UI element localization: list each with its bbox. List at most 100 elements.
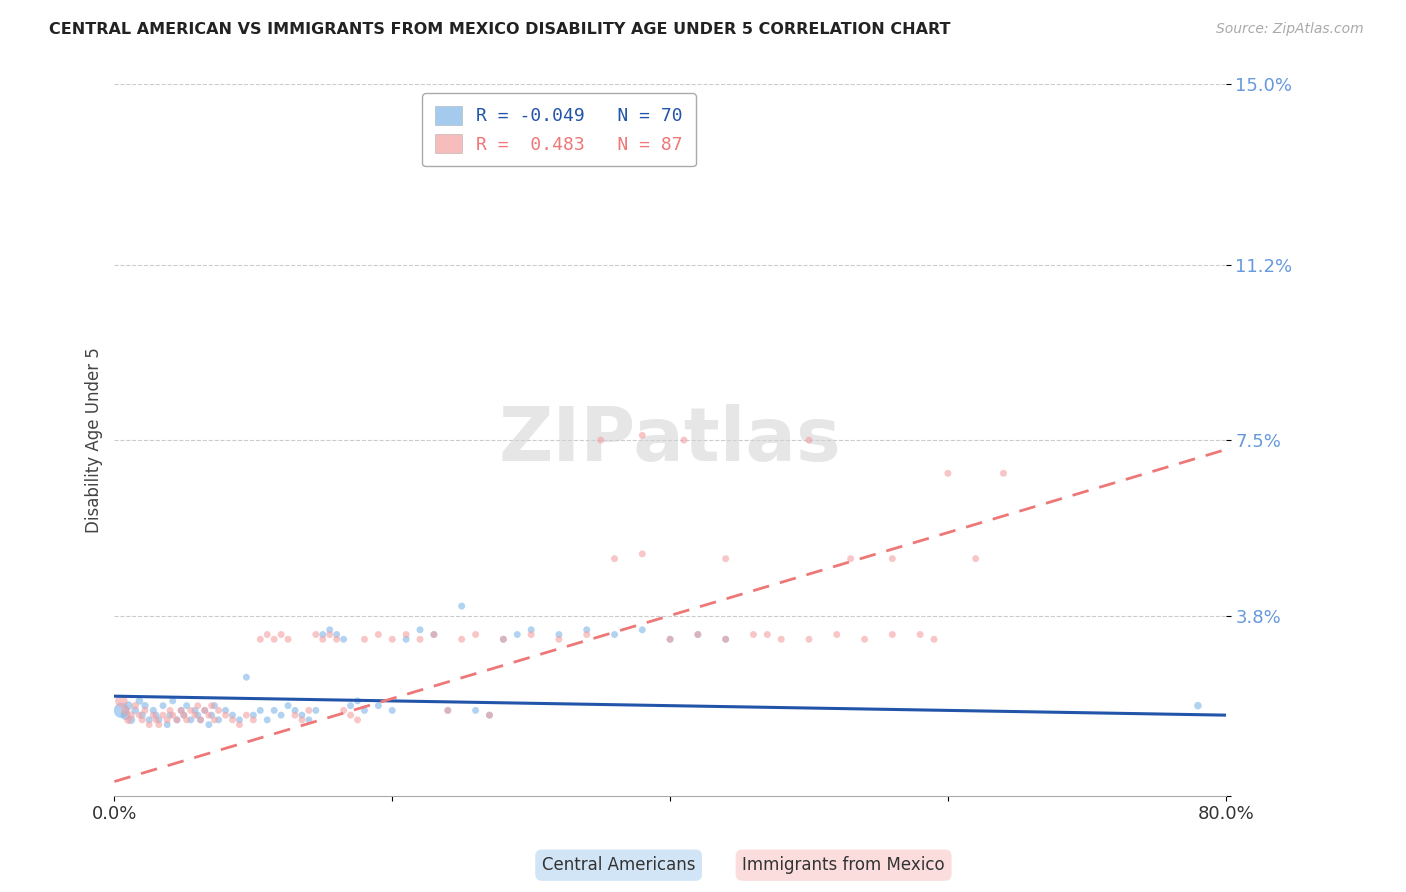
Point: [714, 551, 737, 566]
Point: [742, 627, 765, 641]
Point: [176, 713, 198, 727]
Y-axis label: Disability Age Under 5: Disability Age Under 5: [86, 347, 103, 533]
Point: [409, 632, 432, 647]
Point: [152, 708, 174, 723]
Point: [305, 627, 328, 641]
Point: [659, 632, 682, 647]
Point: [242, 713, 264, 727]
Point: [603, 551, 626, 566]
Text: ZIPatlas: ZIPatlas: [499, 403, 841, 476]
Text: CENTRAL AMERICAN VS IMMIGRANTS FROM MEXICO DISABILITY AGE UNDER 5 CORRELATION CH: CENTRAL AMERICAN VS IMMIGRANTS FROM MEXI…: [49, 22, 950, 37]
Point: [672, 433, 695, 447]
Point: [156, 717, 179, 731]
Point: [993, 467, 1015, 481]
Point: [714, 632, 737, 647]
Point: [256, 713, 278, 727]
Point: [201, 698, 224, 713]
Point: [298, 713, 321, 727]
Point: [332, 703, 354, 717]
Point: [180, 713, 202, 727]
Point: [367, 627, 389, 641]
Point: [221, 713, 243, 727]
Point: [114, 703, 136, 717]
Point: [249, 632, 271, 647]
Point: [207, 713, 229, 727]
Point: [965, 551, 987, 566]
Point: [270, 627, 292, 641]
Point: [142, 708, 165, 723]
Point: [176, 698, 198, 713]
Point: [204, 698, 226, 713]
Point: [353, 703, 375, 717]
Point: [110, 703, 132, 717]
Point: [936, 467, 959, 481]
Point: [409, 623, 432, 637]
Point: [686, 627, 709, 641]
Point: [170, 703, 193, 717]
Point: [770, 632, 793, 647]
Point: [134, 703, 156, 717]
Point: [194, 703, 217, 717]
Point: [367, 698, 389, 713]
Point: [263, 632, 285, 647]
Point: [839, 551, 862, 566]
Point: [520, 623, 543, 637]
Point: [117, 713, 139, 727]
Point: [520, 627, 543, 641]
Point: [277, 632, 299, 647]
Point: [714, 632, 737, 647]
Point: [332, 632, 354, 647]
Point: [589, 433, 612, 447]
Point: [152, 698, 174, 713]
Point: [131, 708, 153, 723]
Point: [128, 694, 150, 708]
Point: [117, 698, 139, 713]
Point: [492, 632, 515, 647]
Point: [131, 713, 153, 727]
Point: [381, 703, 404, 717]
Point: [120, 713, 142, 727]
Point: [228, 717, 250, 731]
Point: [603, 627, 626, 641]
Point: [325, 632, 347, 647]
Point: [631, 428, 654, 442]
Point: [423, 627, 446, 641]
Text: Central Americans: Central Americans: [541, 856, 696, 874]
Point: [464, 703, 486, 717]
Point: [631, 623, 654, 637]
Point: [270, 708, 292, 723]
Point: [190, 713, 212, 727]
Point: [138, 717, 160, 731]
Legend: R = -0.049   N = 70, R =  0.483   N = 87: R = -0.049 N = 70, R = 0.483 N = 87: [422, 94, 696, 167]
Point: [228, 713, 250, 727]
Point: [249, 703, 271, 717]
Point: [381, 632, 404, 647]
Point: [166, 713, 188, 727]
Point: [138, 713, 160, 727]
Point: [395, 627, 418, 641]
Point: [162, 694, 184, 708]
Point: [395, 632, 418, 647]
Text: Source: ZipAtlas.com: Source: ZipAtlas.com: [1216, 22, 1364, 37]
Point: [756, 627, 779, 641]
Point: [492, 632, 515, 647]
Point: [659, 632, 682, 647]
Point: [908, 627, 931, 641]
Point: [214, 708, 236, 723]
Point: [148, 717, 170, 731]
Point: [686, 627, 709, 641]
Point: [124, 698, 146, 713]
Point: [156, 713, 179, 727]
Point: [166, 713, 188, 727]
Point: [478, 708, 501, 723]
Point: [436, 703, 458, 717]
Point: [825, 627, 848, 641]
Point: [436, 703, 458, 717]
Point: [478, 708, 501, 723]
Point: [235, 670, 257, 684]
Point: [853, 632, 876, 647]
Point: [198, 717, 221, 731]
Point: [159, 708, 181, 723]
Point: [319, 623, 342, 637]
Point: [797, 632, 820, 647]
